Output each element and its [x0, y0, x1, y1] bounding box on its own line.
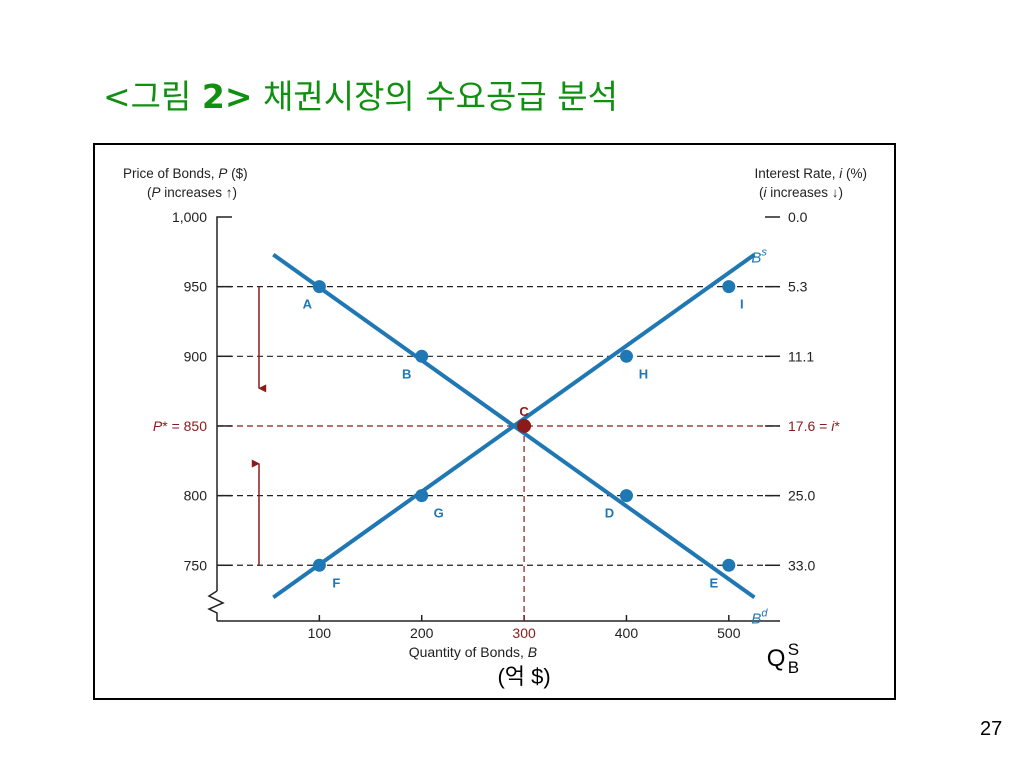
y-tick-label-right: 25.0: [788, 488, 815, 504]
point-b: [415, 349, 429, 363]
supply-curve-label: Bs: [751, 247, 767, 267]
equilibrium-label: C: [519, 404, 529, 419]
point-label-f: F: [332, 575, 340, 590]
point-i: [722, 280, 736, 294]
x-tick-label: 200: [410, 625, 434, 641]
x-tick-label: 300: [512, 625, 536, 641]
page-number: 27: [980, 718, 1003, 740]
bond-market-chart: Price of Bonds, P ($) (P increases ↑) Inte…: [123, 166, 867, 689]
y-tick-label-left: 950: [184, 279, 208, 295]
point-label-a: A: [303, 297, 313, 312]
x-axis-unit-label: (억 $): [497, 664, 550, 689]
y-tick-label-right: 0.0: [788, 209, 808, 225]
left-axis-subtitle: (P increases ↑): [147, 185, 237, 200]
y-tick-label-right: 11.1: [788, 348, 814, 364]
x-axis-title: Quantity of Bonds, B: [409, 644, 537, 660]
point-label-g: G: [434, 506, 444, 521]
supply-quantity-subscript: B: [788, 658, 799, 677]
right-axis-title: Interest Rate, i (%): [754, 166, 867, 181]
x-tick-label: 400: [615, 625, 639, 641]
supply-quantity-superscript: S: [788, 640, 799, 659]
y-tick-label-right: 33.0: [788, 557, 815, 573]
point-d: [619, 489, 633, 503]
slide-title: <그림 2> 채권시장의 수요공급 분석: [103, 77, 618, 116]
y-tick-label-left: 1,000: [172, 209, 207, 225]
chart-frame: Price of Bonds, P ($) (P increases ↑) Inte…: [93, 143, 896, 700]
y-tick-label-right: 17.6 = i*: [788, 418, 840, 434]
supply-quantity-label: Q: [767, 645, 786, 672]
left-axis: [216, 216, 232, 591]
point-g: [415, 489, 429, 503]
y-tick-label-left: P* = 850: [153, 418, 207, 434]
y-tick-label-right: 5.3: [788, 279, 808, 295]
point-e: [722, 558, 736, 572]
equilibrium-point: [517, 418, 532, 433]
y-tick-label-left: 750: [184, 557, 208, 573]
point-label-i: I: [740, 297, 744, 312]
point-f: [312, 558, 326, 572]
point-label-h: H: [639, 366, 648, 381]
right-axis-subtitle: (i increases ↓): [759, 185, 843, 200]
axis-break-mark: [207, 590, 225, 621]
point-label-d: D: [605, 506, 614, 521]
demand-curve-label: Bd: [751, 607, 768, 627]
y-tick-label-left: 900: [184, 348, 208, 364]
left-axis-title: Price of Bonds, P ($): [123, 166, 248, 181]
point-a: [312, 280, 326, 294]
x-tick-label: 500: [717, 625, 741, 641]
demand-curve: [272, 252, 756, 599]
point-h: [619, 349, 633, 363]
x-tick-label: 100: [308, 625, 332, 641]
y-tick-label-left: 800: [184, 488, 208, 504]
point-label-b: B: [402, 366, 411, 381]
point-label-e: E: [709, 575, 718, 590]
